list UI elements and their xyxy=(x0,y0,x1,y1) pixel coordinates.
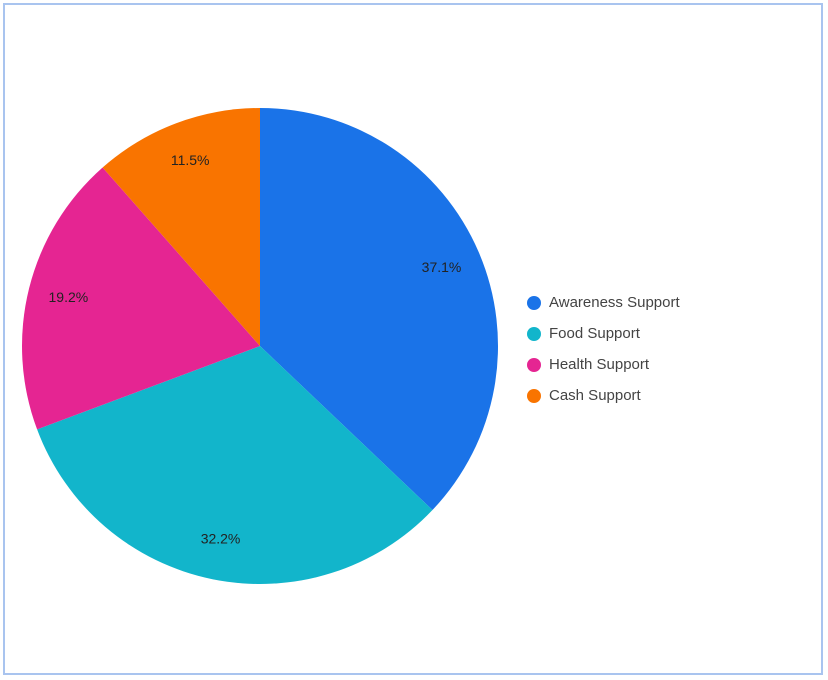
legend-label: Awareness Support xyxy=(549,294,680,311)
legend-swatch xyxy=(527,326,541,341)
legend-item-health-support[interactable]: Health Support xyxy=(527,349,680,380)
legend-item-cash-support[interactable]: Cash Support xyxy=(527,380,680,411)
legend-swatch xyxy=(527,357,541,372)
chart-legend: Awareness Support Food Support Health Su… xyxy=(527,287,680,411)
slice-value-label: 32.2% xyxy=(201,530,241,546)
legend-item-food-support[interactable]: Food Support xyxy=(527,318,680,349)
legend-label: Health Support xyxy=(549,356,650,373)
legend-label: Cash Support xyxy=(549,387,641,404)
legend-label: Food Support xyxy=(549,325,640,342)
pie-slice-health-support[interactable] xyxy=(22,167,260,430)
slice-value-label: 19.2% xyxy=(49,289,89,305)
pie-slice-awareness-support[interactable] xyxy=(260,108,499,511)
legend-swatch xyxy=(527,295,541,310)
pie-slice-food-support[interactable] xyxy=(37,346,433,584)
legend-item-awareness-support[interactable]: Awareness Support xyxy=(527,287,680,318)
legend-swatch xyxy=(527,388,541,403)
pie-slice-cash-support[interactable] xyxy=(102,108,260,346)
slice-value-label: 11.5% xyxy=(171,152,210,168)
slice-value-label: 37.1% xyxy=(422,259,462,275)
